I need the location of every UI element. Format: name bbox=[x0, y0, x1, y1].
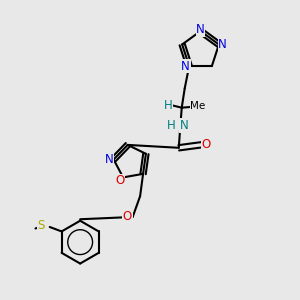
Text: N: N bbox=[181, 60, 190, 73]
Text: H: H bbox=[164, 99, 173, 112]
Text: N: N bbox=[179, 119, 188, 132]
Text: S: S bbox=[38, 219, 45, 232]
Text: Me: Me bbox=[190, 101, 206, 111]
Text: N: N bbox=[104, 153, 113, 166]
Text: N: N bbox=[218, 38, 227, 51]
Text: O: O bbox=[116, 174, 125, 188]
Text: H: H bbox=[167, 119, 176, 132]
Text: O: O bbox=[123, 211, 132, 224]
Text: O: O bbox=[202, 138, 211, 151]
Text: N: N bbox=[196, 23, 205, 36]
